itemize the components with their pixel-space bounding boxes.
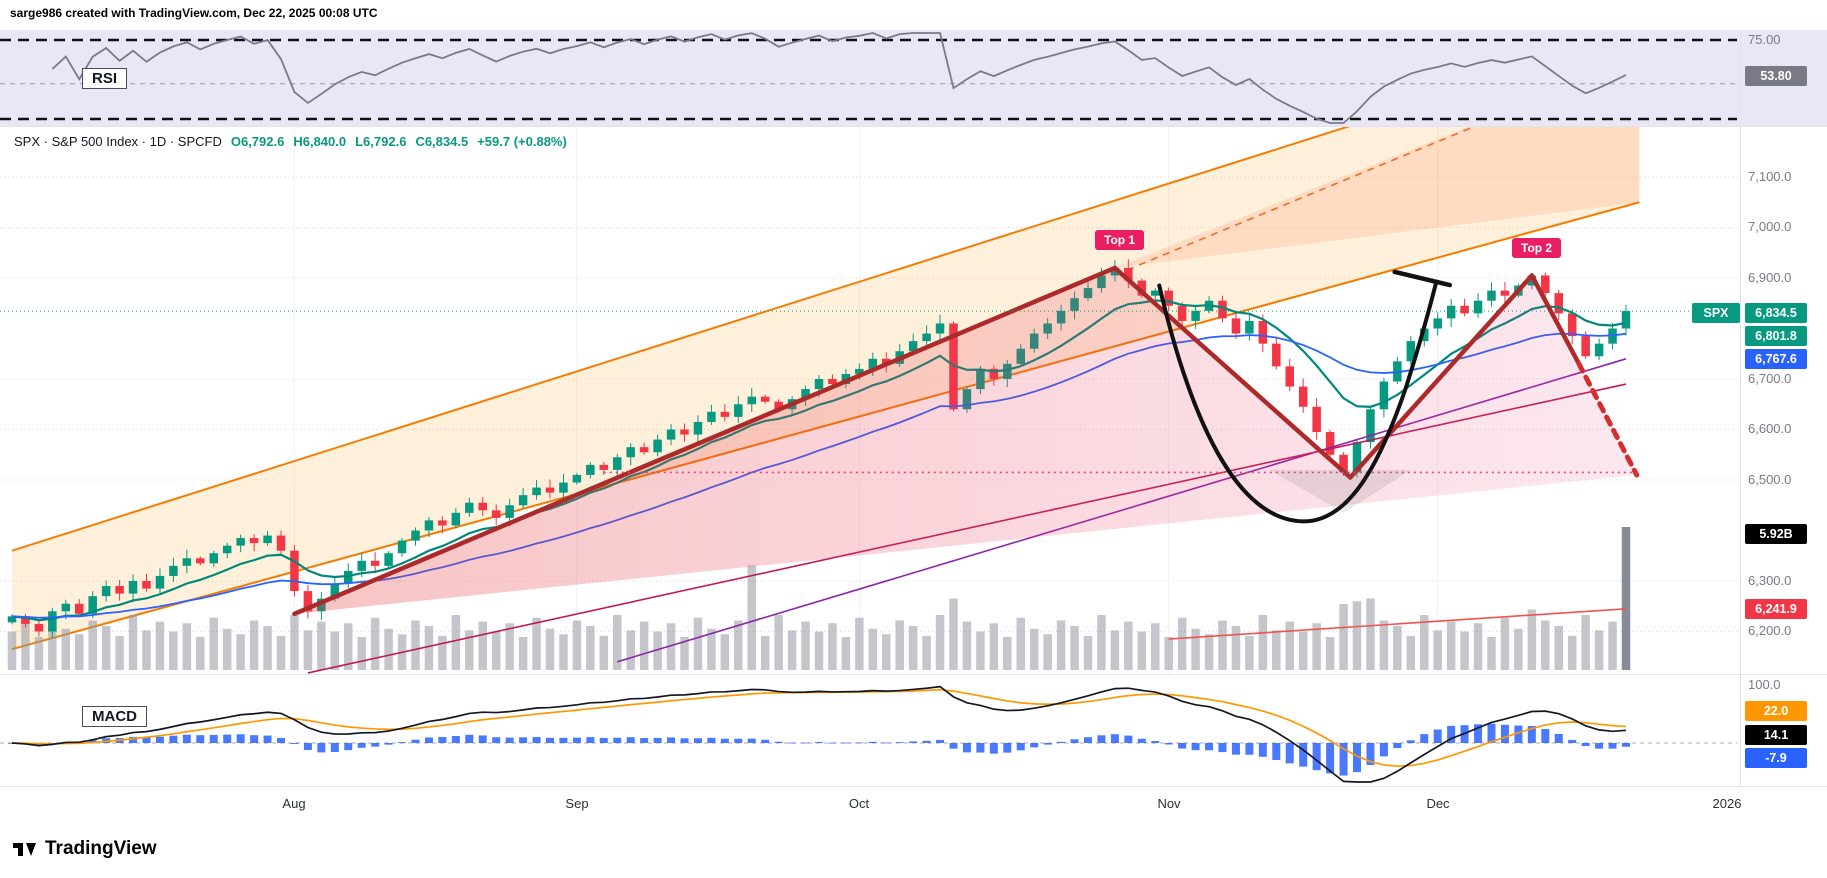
symbol-info-bar: SPX · S&P 500 Index · 1D · SPCFD O6,792.… [14, 134, 567, 149]
time-axis-label-Oct: Oct [848, 796, 870, 811]
price-axis-label: 6,900.0 [1748, 270, 1792, 285]
time-axis-label-Nov: Nov [1157, 796, 1181, 811]
ohlc-close: C6,834.5 [415, 134, 469, 149]
price-axis-label: 75.00 [1748, 32, 1781, 47]
watermark: sarge986 created with TradingView.com, D… [10, 6, 378, 20]
ohlc-high: H6,840.0 [293, 134, 347, 149]
rsi-indicator-label[interactable]: RSI [82, 68, 128, 89]
axis-badge-53.80: 53.80 [1745, 66, 1807, 86]
price-axis-separator [1740, 30, 1741, 786]
ohlc-change: +59.7 (+0.88%) [477, 134, 567, 149]
axis-badge-22.0: 22.0 [1745, 701, 1807, 721]
footer-brand-row: TradingView [12, 838, 157, 860]
price-axis-label: 7,000.0 [1748, 219, 1792, 234]
axis-badge-6-767.6: 6,767.6 [1745, 349, 1807, 369]
axis-badge-6-801.8: 6,801.8 [1745, 326, 1807, 346]
axis-badge-6-834.5: 6,834.5 [1745, 303, 1807, 323]
time-axis-label-2026: 2026 [1712, 796, 1742, 811]
time-axis-label-Sep: Sep [565, 796, 589, 811]
axis-badge--7.9: -7.9 [1745, 748, 1807, 768]
main-chart-canvas[interactable] [0, 126, 1827, 674]
time-axis-label-Aug: Aug [282, 796, 306, 811]
tradingview-logo-icon[interactable] [12, 839, 38, 859]
price-axis-label: 6,500.0 [1748, 472, 1792, 487]
ohlc-open: O6,792.6 [230, 134, 285, 149]
time-axis-label-Dec: Dec [1426, 796, 1450, 811]
price-axis-label: 6,600.0 [1748, 421, 1792, 436]
pane-separator [0, 674, 1827, 675]
macd-indicator-label[interactable]: MACD [82, 706, 147, 727]
axis-badge-14.1: 14.1 [1745, 725, 1807, 745]
top1-annotation-badge[interactable]: Top 1 [1095, 230, 1145, 250]
price-axis-label: 6,200.0 [1748, 623, 1792, 638]
symbol-title[interactable]: SPX · S&P 500 Index · 1D · SPCFD [14, 134, 222, 149]
axis-badge-6-241.9: 6,241.9 [1745, 599, 1807, 619]
pane-separator [0, 126, 1827, 127]
brand-name[interactable]: TradingView [45, 838, 157, 859]
axis-badge-SPX: SPX [1692, 303, 1740, 323]
top2-annotation-badge[interactable]: Top 2 [1512, 238, 1562, 258]
price-axis-label: 100.0 [1748, 677, 1781, 692]
price-axis-label: 6,700.0 [1748, 371, 1792, 386]
axis-badge-5.92B: 5.92B [1745, 524, 1807, 544]
rsi-pane-canvas[interactable] [0, 30, 1827, 126]
pane-separator [0, 786, 1827, 787]
price-axis-label: 7,100.0 [1748, 169, 1792, 184]
price-axis-label: 6,300.0 [1748, 573, 1792, 588]
ohlc-low: L6,792.6 [355, 134, 407, 149]
macd-pane-canvas[interactable] [0, 674, 1827, 786]
time-axis[interactable]: Aug Sep Oct Nov Dec 2026 [0, 786, 1827, 822]
